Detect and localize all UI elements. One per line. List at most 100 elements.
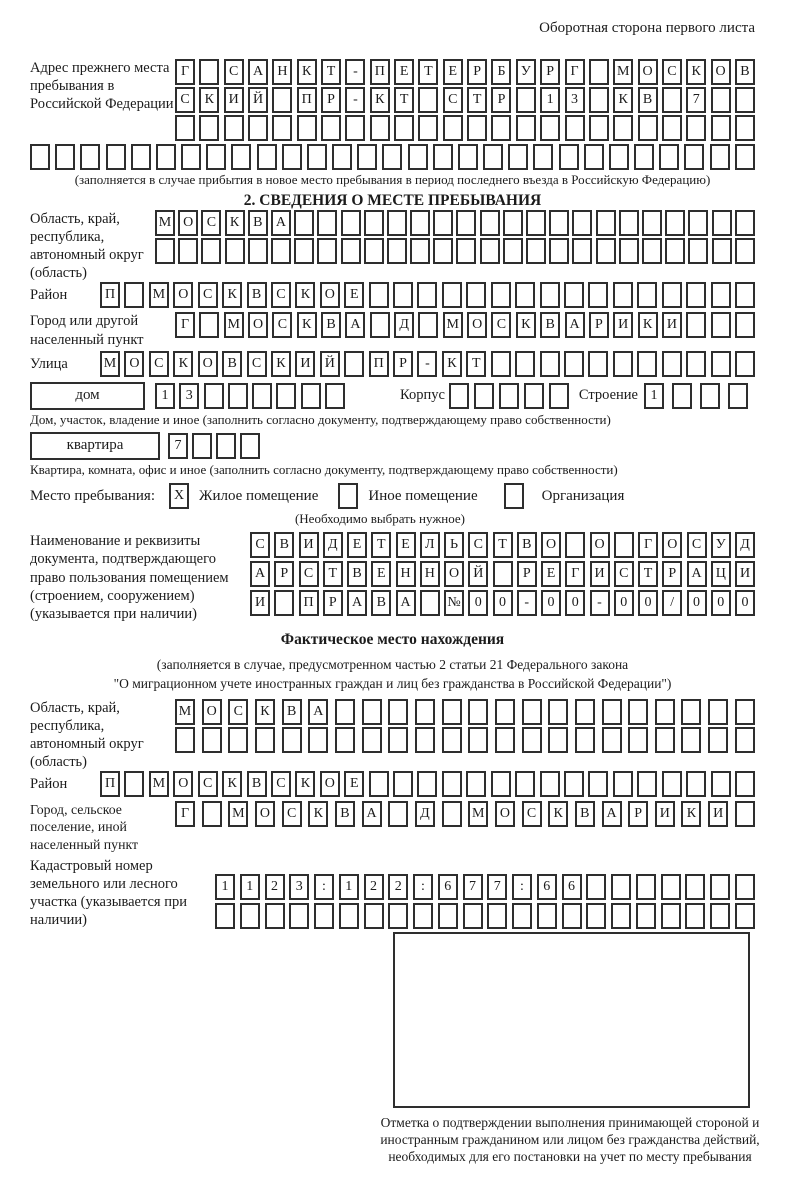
char-cell[interactable] xyxy=(665,209,686,236)
char-cell[interactable]: 3 xyxy=(289,873,310,900)
char-cell[interactable]: О xyxy=(173,282,194,309)
char-cell[interactable]: 1 xyxy=(215,873,235,900)
char-cell[interactable] xyxy=(521,726,542,753)
char-cell[interactable] xyxy=(248,115,269,141)
char-cell[interactable]: А xyxy=(395,590,416,617)
char-cell[interactable]: 0 xyxy=(686,590,707,617)
char-cell[interactable]: И xyxy=(250,590,270,617)
char-cell[interactable] xyxy=(660,873,681,900)
char-cell[interactable]: В xyxy=(246,282,267,309)
char-cell[interactable] xyxy=(441,698,462,725)
char-cell[interactable] xyxy=(494,698,515,725)
char-cell[interactable] xyxy=(203,382,224,409)
char-cell[interactable]: Й xyxy=(248,87,269,113)
char-cell[interactable]: Т xyxy=(638,561,658,588)
char-cell[interactable]: 2 xyxy=(264,873,285,900)
char-cell[interactable]: К xyxy=(681,801,702,828)
char-cell[interactable]: 0 xyxy=(541,590,561,617)
char-cell[interactable] xyxy=(321,115,342,141)
char-cell[interactable] xyxy=(413,902,433,929)
char-cell[interactable] xyxy=(681,726,702,753)
char-cell[interactable]: А xyxy=(270,209,291,236)
char-cell[interactable]: В xyxy=(246,771,267,798)
char-cell[interactable] xyxy=(601,698,622,725)
char-cell[interactable] xyxy=(665,237,686,264)
char-cell[interactable] xyxy=(345,115,366,141)
char-cell[interactable]: 1 xyxy=(239,873,260,900)
char-cell[interactable]: И xyxy=(298,532,319,559)
char-cell[interactable]: Т xyxy=(467,87,488,113)
char-cell[interactable] xyxy=(515,350,536,377)
char-cell[interactable] xyxy=(688,237,709,264)
char-cell[interactable]: Б xyxy=(491,59,512,85)
char-cell[interactable] xyxy=(686,350,707,377)
char-cell[interactable] xyxy=(618,209,639,236)
char-cell[interactable] xyxy=(216,432,236,459)
char-cell[interactable]: С xyxy=(197,771,218,798)
char-cell[interactable]: В xyxy=(371,590,392,617)
char-cell[interactable]: К xyxy=(199,87,220,113)
char-cell[interactable] xyxy=(252,382,273,409)
char-cell[interactable]: А xyxy=(248,59,269,85)
char-cell[interactable]: Г xyxy=(565,561,586,588)
char-cell[interactable] xyxy=(588,87,609,113)
char-cell[interactable] xyxy=(281,144,302,170)
char-cell[interactable]: Е xyxy=(541,561,561,588)
char-cell[interactable]: К xyxy=(173,350,194,377)
char-cell[interactable]: 0 xyxy=(710,590,731,617)
char-cell[interactable]: М xyxy=(442,312,463,339)
char-cell[interactable]: О xyxy=(319,771,340,798)
char-cell[interactable] xyxy=(487,902,508,929)
char-cell[interactable] xyxy=(681,698,702,725)
char-cell[interactable] xyxy=(393,282,414,309)
char-cell[interactable] xyxy=(441,801,462,828)
char-cell[interactable] xyxy=(388,698,409,725)
char-cell[interactable]: С xyxy=(270,771,291,798)
char-cell[interactable]: К xyxy=(613,87,634,113)
char-cell[interactable]: М xyxy=(468,801,489,828)
char-cell[interactable]: П xyxy=(100,282,120,309)
char-cell[interactable] xyxy=(264,902,285,929)
char-cell[interactable]: С xyxy=(686,532,707,559)
char-cell[interactable] xyxy=(685,902,706,929)
char-cell[interactable] xyxy=(608,144,629,170)
char-cell[interactable]: 7 xyxy=(168,432,188,459)
char-cell[interactable] xyxy=(419,590,440,617)
char-cell[interactable] xyxy=(588,115,609,141)
char-cell[interactable] xyxy=(612,771,633,798)
char-cell[interactable] xyxy=(155,144,176,170)
char-cell[interactable] xyxy=(635,873,656,900)
char-cell[interactable]: С xyxy=(201,209,222,236)
char-cell[interactable] xyxy=(498,382,519,409)
char-cell[interactable]: О xyxy=(197,350,218,377)
char-cell[interactable] xyxy=(308,726,329,753)
char-cell[interactable]: В xyxy=(540,312,561,339)
char-cell[interactable] xyxy=(394,115,415,141)
char-cell[interactable] xyxy=(709,144,730,170)
char-cell[interactable]: Е xyxy=(344,282,365,309)
char-cell[interactable] xyxy=(637,771,658,798)
char-cell[interactable] xyxy=(386,237,407,264)
char-cell[interactable] xyxy=(502,209,523,236)
char-cell[interactable]: Е xyxy=(371,561,392,588)
char-cell[interactable] xyxy=(734,698,755,725)
char-cell[interactable] xyxy=(357,144,378,170)
char-cell[interactable] xyxy=(734,350,755,377)
char-cell[interactable] xyxy=(201,726,222,753)
char-cell[interactable] xyxy=(611,902,631,929)
char-cell[interactable]: 2 xyxy=(388,873,409,900)
char-cell[interactable]: Д xyxy=(414,801,435,828)
char-cell[interactable] xyxy=(612,350,633,377)
char-cell[interactable]: - xyxy=(589,590,610,617)
char-cell[interactable] xyxy=(199,115,220,141)
char-cell[interactable] xyxy=(564,771,585,798)
char-cell[interactable] xyxy=(661,282,682,309)
char-cell[interactable] xyxy=(199,312,220,339)
char-cell[interactable] xyxy=(270,237,291,264)
char-cell[interactable]: М xyxy=(175,698,195,725)
char-cell[interactable]: : xyxy=(512,873,532,900)
char-cell[interactable]: Н xyxy=(395,561,416,588)
char-cell[interactable] xyxy=(549,209,570,236)
char-cell[interactable] xyxy=(685,873,706,900)
char-cell[interactable] xyxy=(686,312,707,339)
